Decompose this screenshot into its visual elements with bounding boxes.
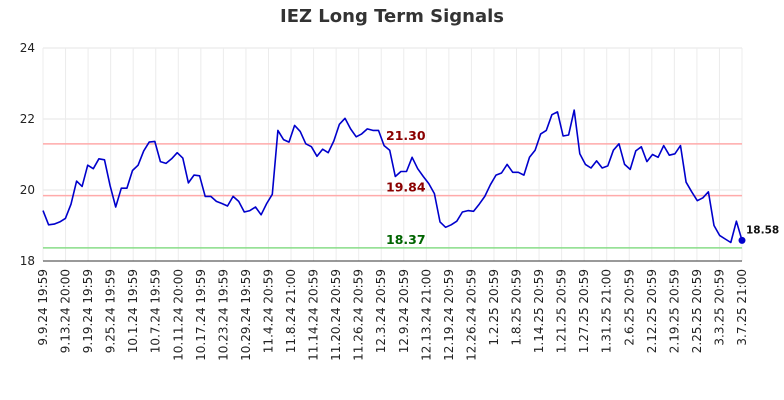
last-price-label: 18.58 xyxy=(746,224,779,236)
x-tick-label: 12.26.24 20:59 xyxy=(464,269,478,361)
x-tick-label: 9.13.24 20:00 xyxy=(59,269,73,353)
x-tick-label: 11.4.24 20:59 xyxy=(261,269,275,353)
last-price-point xyxy=(738,236,746,244)
x-tick-label: 10.1.24 19:59 xyxy=(126,269,140,353)
x-tick-label: 2.6.25 20:59 xyxy=(622,269,636,346)
x-tick-label: 9.19.24 19:59 xyxy=(81,269,95,353)
x-tick-label: 10.17.24 19:59 xyxy=(194,269,208,361)
x-tick-label: 12.3.24 20:59 xyxy=(374,269,388,353)
x-tick-label: 10.23.24 19:59 xyxy=(216,269,230,361)
y-tick-label: 20 xyxy=(20,183,35,197)
chart-title: IEZ Long Term Signals xyxy=(280,6,504,27)
x-tick-label: 12.9.24 20:59 xyxy=(397,269,411,353)
x-tick-label: 2.12.25 20:59 xyxy=(645,269,659,353)
axes: 18 20 22 24 9.9.24 19:59 9.13.24 20:00 9.19.24… xyxy=(20,41,749,361)
x-tick-label: 11.8.24 21:00 xyxy=(284,269,298,353)
x-tick-label: 12.13.24 21:00 xyxy=(419,269,433,361)
x-tick-label: 10.11.24 20:00 xyxy=(171,269,185,361)
y-tick-label: 22 xyxy=(20,112,35,126)
x-tick-label: 3.3.25 20:59 xyxy=(712,269,726,346)
x-tick-label: 1.27.25 20:59 xyxy=(577,269,591,353)
x-tick-label: 9.9.24 19:59 xyxy=(36,269,50,346)
x-tick-label: 11.26.24 20:59 xyxy=(352,269,366,361)
x-tick-label: 11.14.24 20:59 xyxy=(307,269,321,361)
y-tick-label: 24 xyxy=(20,41,35,55)
x-tick-label: 9.25.24 19:59 xyxy=(104,269,118,353)
x-tick-label: 2.25.25 20:59 xyxy=(690,269,704,353)
signal-levels: 21.30 19.84 18.37 xyxy=(43,128,742,249)
x-tick-label: 1.14.25 20:59 xyxy=(532,269,546,353)
y-tick-label: 18 xyxy=(20,254,35,268)
price-series: 18.58 xyxy=(42,109,779,244)
resistance-label: 19.84 xyxy=(386,180,426,195)
x-tick-label: 1.21.25 20:59 xyxy=(555,269,569,353)
x-tick-label: 10.7.24 19:59 xyxy=(149,269,163,353)
grid xyxy=(42,47,743,262)
x-tick-label: 10.29.24 19:59 xyxy=(239,269,253,361)
x-tick-label: 11.20.24 20:59 xyxy=(329,269,343,361)
x-tick-label: 2.19.25 20:59 xyxy=(667,269,681,353)
support-label: 18.37 xyxy=(386,232,426,247)
price-line xyxy=(42,109,743,244)
x-tick-label: 3.7.25 21:00 xyxy=(735,269,749,346)
x-tick-label: 1.2.25 20:59 xyxy=(487,269,501,346)
x-tick-label: 1.31.25 21:00 xyxy=(600,269,614,353)
resistance-label: 21.30 xyxy=(386,128,426,143)
x-tick-label: 12.19.24 20:59 xyxy=(442,269,456,361)
x-tick-label: 1.8.25 20:59 xyxy=(510,269,524,346)
